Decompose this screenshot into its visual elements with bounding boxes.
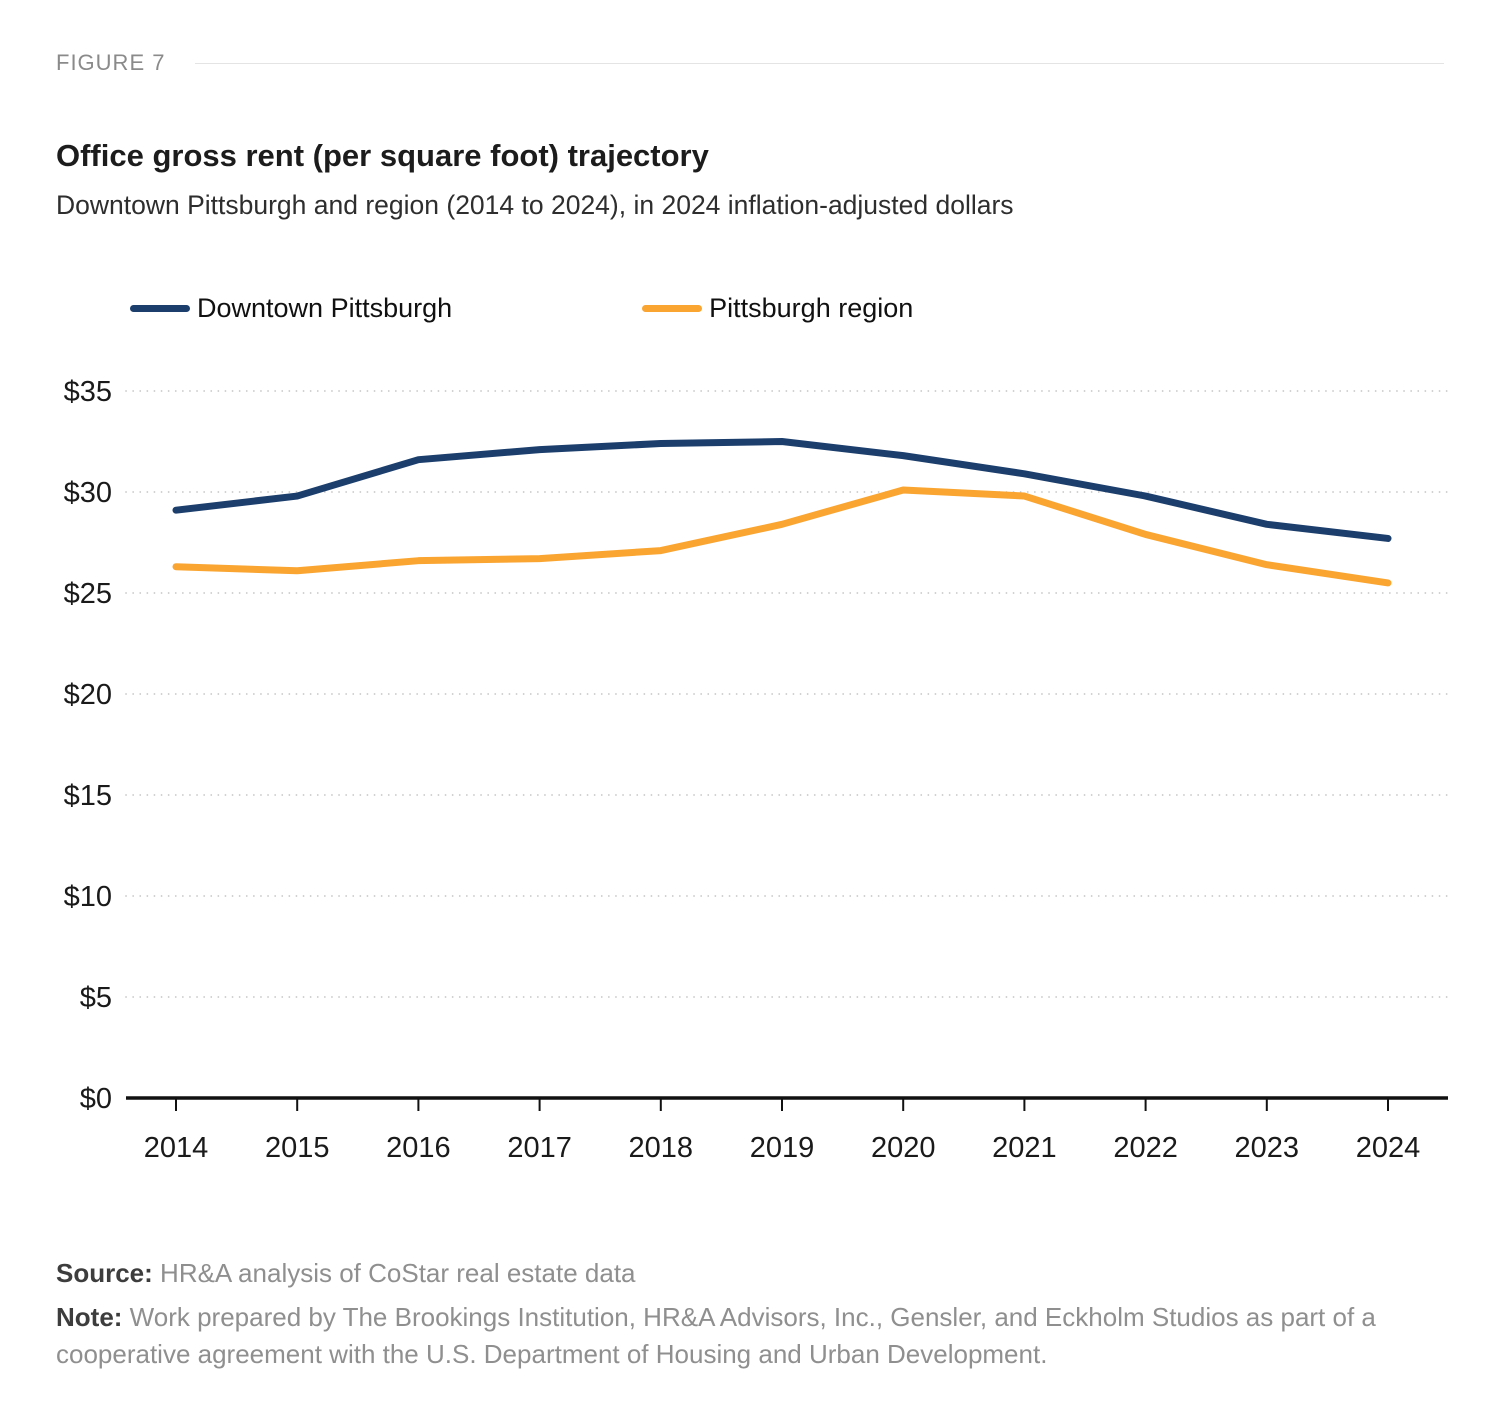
figure-divider	[195, 62, 1444, 64]
legend-item-downtown: Downtown Pittsburgh	[130, 293, 452, 324]
legend-item-region: Pittsburgh region	[642, 293, 913, 324]
legend-label-downtown: Downtown Pittsburgh	[197, 293, 453, 323]
x-axis-label: 2022	[1113, 1132, 1178, 1164]
note-prefix: Note:	[56, 1301, 123, 1332]
x-axis-label: 2024	[1356, 1132, 1421, 1164]
source-line: Source: HR&A analysis of CoStar real est…	[56, 1255, 1444, 1293]
legend-swatch-region	[642, 305, 703, 312]
source-text: HR&A analysis of CoStar real estate data	[152, 1258, 636, 1288]
x-axis-label: 2023	[1235, 1132, 1300, 1164]
y-axis-label: $20	[64, 679, 112, 711]
y-axis-label: $15	[64, 780, 112, 812]
chart-legend: Downtown Pittsburgh Pittsburgh region	[130, 293, 1444, 324]
chart-subtitle: Downtown Pittsburgh and region (2014 to …	[56, 190, 1014, 220]
y-axis-label: $5	[80, 982, 112, 1014]
source-prefix: Source:	[56, 1258, 153, 1288]
series-line-downtown-pittsburgh	[172, 438, 1392, 542]
y-axis-label: $35	[64, 376, 112, 408]
x-axis-label: 2015	[265, 1132, 330, 1164]
figure-header: FIGURE 7	[56, 50, 1444, 76]
y-axis-label: $0	[80, 1083, 112, 1115]
chart-canvas: $0 $5 $10 $15 $20 $25 $30 $35 2014 2015 2016 2017 20…	[64, 376, 1449, 1164]
x-axis-label: 2021	[992, 1132, 1057, 1164]
line-chart: $0 $5 $10 $15 $20 $25 $30 $35 2014 2015 2016 2017 20…	[56, 368, 1449, 1185]
x-axis-label: 2014	[144, 1132, 209, 1164]
x-axis-label: 2020	[871, 1132, 936, 1164]
note-text: Work prepared by The Brookings Instituti…	[56, 1301, 1376, 1370]
x-axis-label: 2018	[629, 1132, 694, 1164]
figure-label: FIGURE 7	[56, 50, 166, 75]
series-line-pittsburgh-region	[172, 486, 1392, 587]
x-axis-label: 2016	[386, 1132, 451, 1164]
legend-swatch-downtown	[130, 305, 190, 312]
x-axis-label: 2017	[507, 1132, 572, 1164]
note-line: Note: Work prepared by The Brookings Ins…	[56, 1299, 1444, 1374]
y-axis-label: $30	[64, 477, 112, 509]
x-axis-label: 2019	[750, 1132, 815, 1164]
legend-label-region: Pittsburgh region	[709, 293, 914, 323]
y-axis-label: $25	[64, 578, 112, 610]
chart-footer: Source: HR&A analysis of CoStar real est…	[56, 1255, 1444, 1374]
y-axis-label: $10	[64, 881, 112, 913]
chart-title: Office gross rent (per square foot) traj…	[56, 138, 709, 173]
